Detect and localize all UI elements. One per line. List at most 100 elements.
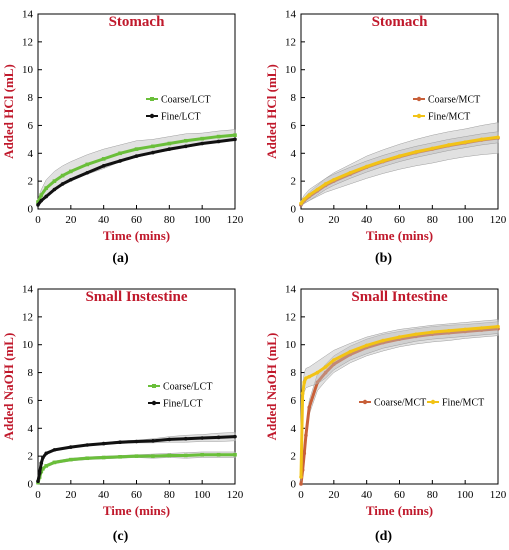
data-point bbox=[216, 435, 221, 440]
chart-title: Small Intestine bbox=[351, 289, 448, 305]
data-point bbox=[183, 436, 188, 441]
error-band-2 bbox=[300, 319, 499, 482]
x-tick-label: 120 bbox=[227, 214, 244, 226]
data-point bbox=[233, 452, 237, 457]
y-tick-label: 14 bbox=[285, 9, 297, 21]
data-point bbox=[134, 154, 139, 158]
y-tick-label: 8 bbox=[291, 367, 297, 379]
chart-panel-2: 0 2 4 6 8 10 12 14 0 20 40 60 80 100 120 Time (mins) Add… bbox=[264, 9, 507, 267]
data-point bbox=[233, 137, 237, 142]
data-point bbox=[36, 479, 40, 484]
y-tick-label: 6 bbox=[28, 120, 34, 132]
data-point bbox=[300, 391, 305, 396]
error-band-2 bbox=[300, 131, 499, 207]
series-line-1 bbox=[299, 327, 499, 485]
x-tick-label: 80 bbox=[427, 489, 439, 501]
data-point bbox=[302, 380, 307, 385]
legend-label: Fine/LCT bbox=[163, 399, 202, 410]
data-point bbox=[430, 146, 435, 151]
y-tick-label: 4 bbox=[28, 423, 34, 435]
x-tick-label: 20 bbox=[328, 214, 340, 226]
data-point bbox=[332, 177, 336, 182]
data-point bbox=[41, 455, 45, 460]
data-point bbox=[323, 182, 328, 186]
series-line-1 bbox=[36, 453, 235, 484]
data-point bbox=[315, 370, 320, 375]
x-tick-label: 100 bbox=[457, 214, 474, 226]
data-point bbox=[430, 330, 435, 334]
legend-label: Coarse/LCT bbox=[163, 382, 212, 393]
series-line-2 bbox=[299, 135, 499, 205]
data-point bbox=[101, 164, 106, 168]
data-point bbox=[85, 456, 90, 461]
x-tick-label: 0 bbox=[35, 214, 41, 226]
chart-panel-4: 0 2 4 6 8 10 12 14 0 20 40 60 80 100 120 Time (mins) Add… bbox=[264, 284, 507, 545]
data-point bbox=[216, 452, 221, 457]
data-point bbox=[323, 365, 328, 369]
data-point bbox=[69, 169, 73, 174]
data-point bbox=[304, 433, 308, 438]
data-point bbox=[414, 150, 418, 154]
y-tick-label: 6 bbox=[291, 395, 297, 407]
data-point bbox=[151, 439, 155, 443]
y-axis-label: Added HCl (mL) bbox=[264, 64, 279, 159]
data-point bbox=[479, 137, 484, 142]
data-point bbox=[101, 455, 106, 460]
y-tick-label: 12 bbox=[285, 36, 296, 48]
y-tick-label: 14 bbox=[285, 284, 297, 296]
x-tick-label: 20 bbox=[65, 489, 77, 501]
y-tick-label: 10 bbox=[285, 64, 297, 76]
data-point bbox=[44, 186, 49, 190]
data-point bbox=[233, 133, 237, 137]
x-tick-label: 0 bbox=[298, 489, 304, 501]
x-tick-label: 120 bbox=[227, 489, 244, 501]
y-tick-label: 8 bbox=[291, 92, 297, 104]
data-point bbox=[151, 150, 155, 155]
x-tick-label: 60 bbox=[394, 489, 406, 501]
data-point bbox=[463, 327, 467, 332]
data-point bbox=[167, 453, 172, 458]
data-point bbox=[183, 453, 188, 458]
data-point bbox=[101, 157, 106, 161]
data-point bbox=[118, 440, 122, 445]
y-tick-label: 14 bbox=[22, 284, 34, 296]
data-point bbox=[299, 482, 303, 486]
data-point bbox=[52, 460, 57, 465]
data-point bbox=[307, 193, 312, 197]
legend-label: Coarse/MCT bbox=[374, 398, 426, 409]
data-point bbox=[69, 177, 73, 182]
data-point bbox=[134, 454, 139, 458]
data-point bbox=[41, 466, 45, 471]
data-point bbox=[52, 448, 57, 452]
y-tick-label: 10 bbox=[285, 339, 297, 351]
data-point bbox=[200, 136, 204, 141]
y-axis-label: Added HCl (mL) bbox=[1, 64, 16, 159]
x-axis-label: Time (mins) bbox=[366, 228, 433, 243]
series-line-1 bbox=[36, 133, 236, 203]
x-tick-label: 100 bbox=[194, 489, 211, 501]
data-point bbox=[134, 147, 139, 151]
panel-label: (b) bbox=[375, 251, 392, 266]
panel-label: (c) bbox=[113, 529, 129, 544]
x-tick-label: 20 bbox=[328, 489, 340, 501]
data-point bbox=[44, 451, 49, 456]
data-point bbox=[397, 154, 402, 158]
legend-swatch-marker bbox=[416, 96, 422, 102]
data-point bbox=[216, 139, 221, 144]
data-point bbox=[118, 151, 122, 156]
data-point bbox=[414, 332, 418, 337]
legend-swatch-marker bbox=[150, 97, 154, 101]
data-point bbox=[446, 328, 451, 333]
data-point bbox=[332, 362, 336, 367]
x-tick-label: 120 bbox=[490, 489, 507, 501]
data-point bbox=[307, 405, 312, 410]
legend-label: Fine/MCT bbox=[428, 112, 470, 123]
data-point bbox=[69, 457, 73, 462]
data-point bbox=[39, 193, 44, 197]
y-tick-label: 0 bbox=[28, 204, 34, 216]
legend-label: Fine/LCT bbox=[161, 112, 200, 123]
data-point bbox=[134, 439, 139, 444]
data-point bbox=[302, 197, 307, 202]
data-point bbox=[151, 144, 155, 149]
